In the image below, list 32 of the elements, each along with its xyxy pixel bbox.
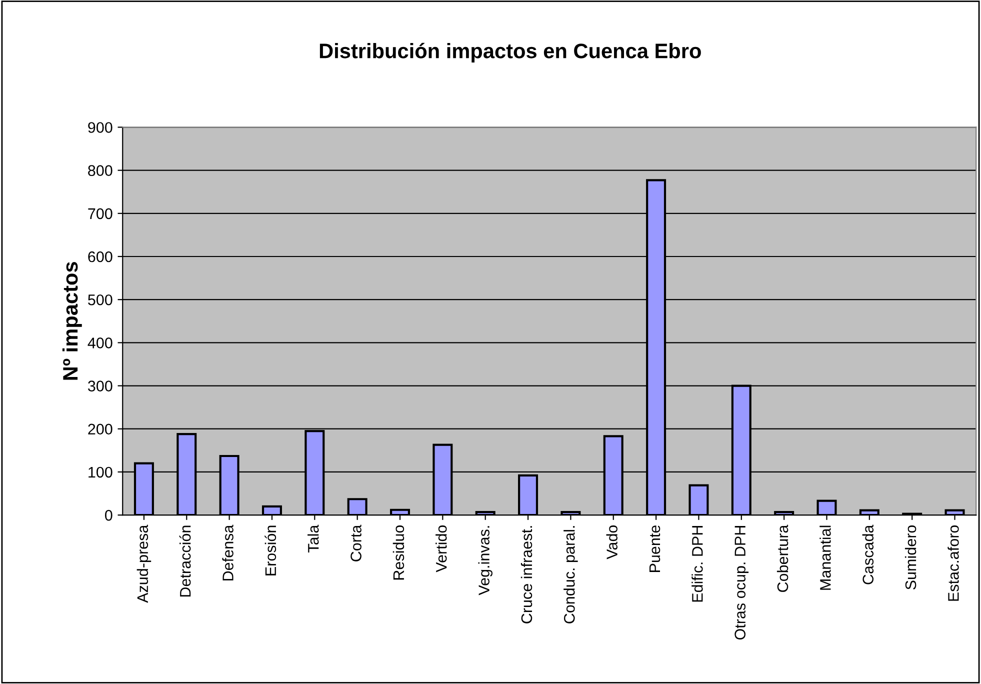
x-tick-label: Defensa [222,524,234,580]
y-tick-label: 100 [88,466,112,478]
x-tick-label: Vado [606,525,618,560]
x-tick-label: Cobertura [776,524,788,592]
x-tick-label: Edific. DPH [692,526,703,602]
x-tick-label: Conduc. paral. [564,526,578,624]
x-tick-label: Sumidero [904,525,916,590]
y-tick-label: 0 [105,510,112,521]
x-tick-label: Corta [350,524,362,562]
x-tick-label: Veg.invas. [478,526,492,596]
x-tick-label: Cascada [862,524,874,584]
y-tick-label: 500 [88,294,112,306]
y-tick-label: 900 [88,122,112,133]
y-tick-label: 600 [88,251,112,262]
x-tick-label: Detracción [179,526,191,597]
y-tick-label: 300 [88,380,112,392]
y-tick-label: 800 [88,165,112,176]
y-axis-title: Nº impactos [62,262,82,380]
x-tick-label: Vertido [436,525,447,572]
x-tick-label: Erosión [264,526,276,576]
x-tick-label: Otras ocup. DPH [734,526,749,640]
x-tick-label: Estac.aforo [948,525,959,601]
x-tick-label: Puente [649,525,660,572]
x-tick-label: Residuo [392,525,404,580]
x-tick-label: Manantial [820,526,831,590]
x-tick-label: Cruce infraest. [520,526,532,624]
y-tick-label: 400 [88,338,112,348]
y-tick-label: 200 [88,424,112,435]
x-tick-label: Tala [308,524,319,552]
chart-title: Distribución impactos en Cuenca Ebro [320,42,701,62]
y-tick-label: 700 [88,208,112,220]
x-tick-label: Azud-presa [136,524,152,603]
